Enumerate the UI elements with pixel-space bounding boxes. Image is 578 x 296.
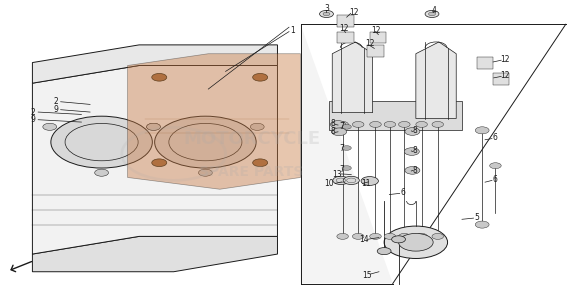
Bar [477, 57, 493, 69]
Text: 4: 4 [432, 6, 437, 15]
Text: 2: 2 [53, 97, 58, 106]
Circle shape [333, 176, 349, 184]
Text: 6: 6 [493, 175, 498, 184]
Text: 5: 5 [475, 213, 479, 222]
Circle shape [253, 159, 268, 167]
Circle shape [250, 123, 264, 130]
Text: 7: 7 [340, 122, 344, 131]
Circle shape [43, 123, 57, 130]
Text: 11: 11 [361, 179, 371, 188]
Text: 6: 6 [401, 188, 406, 197]
Circle shape [343, 176, 360, 184]
Circle shape [95, 169, 109, 176]
Text: 12: 12 [501, 71, 510, 80]
Polygon shape [32, 45, 277, 83]
Circle shape [405, 128, 420, 135]
Circle shape [405, 167, 420, 174]
Circle shape [332, 128, 347, 136]
Polygon shape [416, 42, 456, 118]
Circle shape [416, 121, 427, 127]
Text: 12: 12 [350, 8, 359, 17]
Text: 8: 8 [412, 126, 417, 135]
Text: 12: 12 [501, 55, 510, 64]
Circle shape [370, 121, 381, 127]
Circle shape [147, 123, 160, 130]
Bar [370, 32, 387, 44]
Circle shape [353, 121, 364, 127]
Text: 8: 8 [331, 127, 335, 136]
Circle shape [432, 121, 443, 127]
Circle shape [337, 121, 349, 127]
Bar [338, 15, 354, 27]
Bar [368, 46, 384, 57]
Text: 3: 3 [324, 4, 329, 13]
Polygon shape [329, 101, 462, 130]
Circle shape [399, 234, 410, 239]
Circle shape [405, 148, 419, 155]
Text: MOTORCYCLE: MOTORCYCLE [183, 130, 320, 148]
Text: 7: 7 [340, 165, 344, 174]
Text: 12: 12 [365, 39, 375, 48]
Text: 12: 12 [370, 26, 380, 35]
Text: 8: 8 [331, 119, 335, 128]
Text: 14: 14 [359, 235, 369, 244]
Text: 8: 8 [412, 147, 417, 155]
Bar [338, 32, 354, 44]
Bar [492, 73, 509, 85]
Circle shape [152, 73, 167, 81]
Circle shape [342, 124, 351, 129]
Polygon shape [332, 42, 373, 113]
Circle shape [428, 12, 435, 16]
Circle shape [353, 234, 364, 239]
Circle shape [384, 226, 447, 258]
Circle shape [392, 236, 406, 243]
Circle shape [490, 163, 501, 169]
Circle shape [331, 120, 346, 128]
Circle shape [475, 221, 489, 228]
Text: 2: 2 [31, 107, 35, 117]
Text: SPARE PARTS: SPARE PARTS [199, 165, 303, 178]
Circle shape [361, 177, 379, 185]
Circle shape [152, 159, 167, 167]
Polygon shape [128, 54, 301, 189]
Circle shape [384, 234, 396, 239]
Circle shape [342, 146, 351, 150]
Circle shape [377, 247, 391, 255]
Polygon shape [301, 24, 393, 284]
Circle shape [399, 121, 410, 127]
Circle shape [370, 234, 381, 239]
Circle shape [323, 12, 330, 16]
Circle shape [337, 234, 349, 239]
Text: 7: 7 [340, 144, 344, 153]
Polygon shape [32, 237, 277, 272]
Circle shape [51, 116, 153, 168]
Text: 15: 15 [362, 271, 372, 280]
Circle shape [342, 166, 351, 170]
Circle shape [253, 73, 268, 81]
Circle shape [320, 10, 334, 17]
Text: 13: 13 [332, 170, 342, 179]
Text: 1: 1 [290, 26, 295, 35]
Circle shape [432, 234, 443, 239]
Text: 8: 8 [412, 166, 417, 175]
Circle shape [416, 234, 427, 239]
Circle shape [399, 234, 433, 251]
Text: 9: 9 [31, 115, 35, 124]
Circle shape [475, 127, 489, 134]
Text: 9: 9 [53, 105, 58, 114]
Polygon shape [32, 65, 277, 254]
Text: 6: 6 [493, 133, 498, 142]
Circle shape [147, 123, 161, 130]
Circle shape [198, 169, 212, 176]
Text: 12: 12 [339, 24, 349, 33]
Circle shape [384, 121, 396, 127]
Circle shape [155, 116, 256, 168]
Circle shape [425, 10, 439, 17]
Text: 10: 10 [325, 179, 334, 188]
